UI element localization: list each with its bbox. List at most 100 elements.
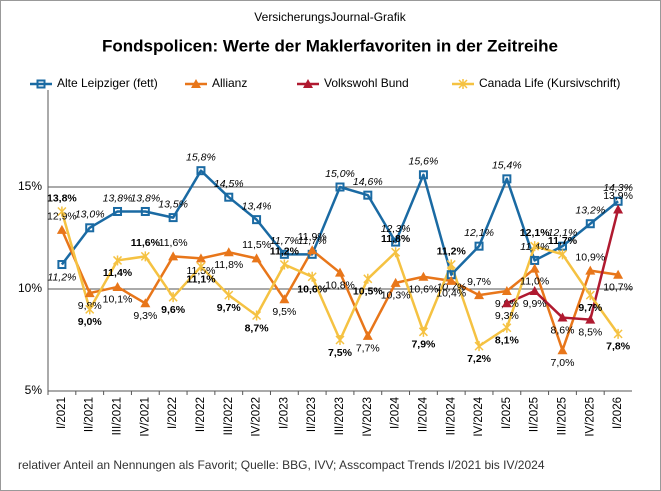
x-tick-label: III/2024 <box>445 396 457 435</box>
x-tick-label: IV/2023 <box>362 397 374 437</box>
marker <box>418 326 428 337</box>
value-label: 11,6% <box>131 237 161 249</box>
marker <box>418 271 429 281</box>
marker <box>362 330 373 340</box>
marker <box>613 204 624 214</box>
marker <box>585 265 596 275</box>
series-line <box>60 169 619 276</box>
marker <box>191 79 201 88</box>
value-label: 9,7% <box>578 302 603 314</box>
legend-label: Volkswohl Bund <box>324 76 409 90</box>
value-label: 10,7% <box>603 282 633 294</box>
x-tick-label: IV/2021 <box>139 397 151 437</box>
marker <box>36 79 46 89</box>
marker <box>307 245 318 255</box>
value-label: 10,6% <box>297 284 327 296</box>
chart-subtitle: VersicherungsJournal-Grafik <box>254 10 406 24</box>
marker <box>112 255 123 266</box>
marker <box>279 294 290 304</box>
x-tick-label: III/2022 <box>223 397 235 435</box>
marker <box>251 253 262 263</box>
value-label: 11,6% <box>159 237 188 249</box>
x-tick-label: I/2023 <box>278 397 290 429</box>
x-tick-label: II/2021 <box>84 397 96 432</box>
value-label: 7,9% <box>411 339 436 351</box>
marker <box>363 273 373 284</box>
value-label: 11,7% <box>270 235 299 247</box>
y-tick-label: 10% <box>18 281 42 295</box>
x-tick-label: III/2025 <box>557 397 569 435</box>
marker <box>112 281 123 291</box>
x-tick-label: III/2021 <box>112 397 124 435</box>
marker <box>557 312 568 322</box>
value-label: 13,5% <box>158 198 188 210</box>
value-label: 8,6% <box>551 324 575 336</box>
value-label: 8,5% <box>578 326 602 338</box>
value-label: 11,8% <box>381 233 411 245</box>
value-label: 15,0% <box>325 168 355 180</box>
x-tick-label: IV/2025 <box>584 397 596 437</box>
y-tick-label: 15% <box>18 179 42 193</box>
value-label: 7,2% <box>467 353 492 365</box>
marker <box>113 206 123 216</box>
x-tick-label: I/2025 <box>501 397 513 429</box>
marker <box>279 249 289 259</box>
value-label: 12,1% <box>548 227 578 239</box>
value-label: 10,9% <box>575 251 605 263</box>
x-tick-label: IV/2024 <box>473 396 485 436</box>
legend-marker <box>303 79 313 88</box>
value-label: 11,1% <box>186 273 216 285</box>
marker <box>391 247 401 258</box>
value-label: 13,9% <box>603 190 633 202</box>
x-tick-label: II/2024 <box>417 396 429 432</box>
marker <box>195 253 206 263</box>
value-label: 13,8% <box>130 192 160 204</box>
value-label: 10,7% <box>436 282 466 294</box>
footnote: relativer Anteil an Nennungen als Favori… <box>18 458 545 472</box>
value-label: 9,7% <box>467 276 491 288</box>
value-label: 9,0% <box>78 316 103 328</box>
marker <box>56 224 67 234</box>
marker <box>252 310 262 321</box>
value-label: 11,2% <box>47 271 76 283</box>
marker <box>474 290 485 300</box>
x-tick-label: III/2023 <box>334 397 346 435</box>
marker <box>168 292 178 303</box>
marker <box>446 259 456 270</box>
value-label: 12,9% <box>47 211 77 223</box>
marker <box>335 335 345 345</box>
marker <box>168 251 179 261</box>
marker <box>57 206 67 217</box>
x-tick-label: I/2026 <box>612 397 624 429</box>
value-label: 11,7% <box>548 235 578 247</box>
value-label: 11,5% <box>242 239 271 251</box>
value-label: 13,8% <box>103 192 133 204</box>
value-label: 11,8% <box>214 259 243 271</box>
marker <box>85 223 95 233</box>
marker <box>474 241 484 251</box>
value-label: 15,8% <box>186 151 216 163</box>
value-label: 15,4% <box>492 160 522 172</box>
value-label: 9,6% <box>161 304 186 316</box>
value-label: 7,5% <box>328 347 353 359</box>
value-label: 9,3% <box>495 310 519 322</box>
marker <box>613 269 624 279</box>
x-tick-label: II/2022 <box>195 397 207 432</box>
legend-marker <box>191 79 201 88</box>
value-label: 8,7% <box>245 322 270 334</box>
marker <box>474 341 484 352</box>
chart-title: Fondspolicen: Werte der Maklerfavoriten … <box>102 36 558 55</box>
marker <box>224 192 234 202</box>
marker <box>196 166 206 176</box>
marker <box>502 322 512 333</box>
legend-label: Allianz <box>212 76 247 90</box>
marker <box>501 286 512 296</box>
value-label: 11,2% <box>270 245 300 257</box>
value-label: 14,6% <box>353 176 383 188</box>
value-label: 10,8% <box>325 279 355 291</box>
marker <box>140 298 151 308</box>
marker <box>279 259 289 270</box>
y-tick-label: 5% <box>25 383 43 397</box>
value-label: 13,8% <box>47 192 77 204</box>
marker <box>585 219 595 229</box>
